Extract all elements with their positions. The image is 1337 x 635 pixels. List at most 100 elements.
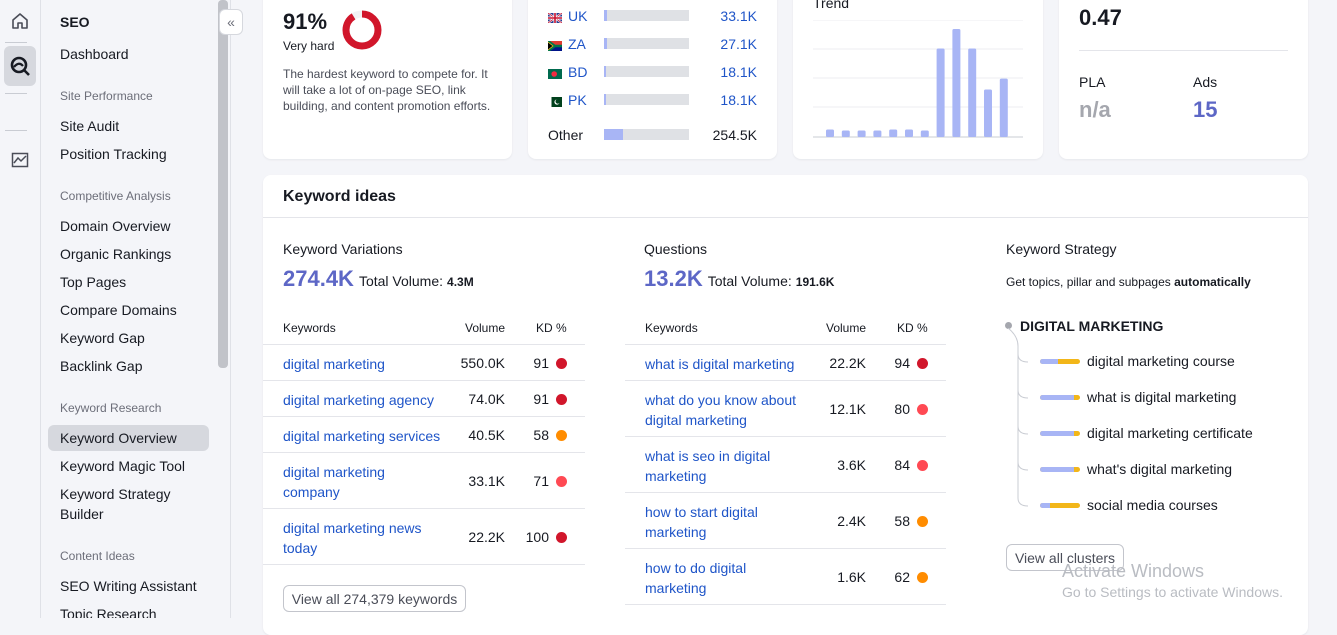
- country-flag-icon: [548, 94, 562, 110]
- seo-icon[interactable]: [4, 46, 36, 86]
- strategy-root[interactable]: DIGITAL MARKETING: [1020, 318, 1164, 334]
- tree-root-dot: [1005, 322, 1012, 329]
- view-all-clusters-button[interactable]: View all clusters: [1006, 544, 1124, 571]
- cluster-label: digital marketing certificate: [1087, 425, 1253, 441]
- table-row: digital marketing news today 22.2K 100: [263, 508, 585, 564]
- trend-card: Trend: [793, 0, 1043, 159]
- rail-divider: [5, 42, 27, 43]
- kd-cell: 91: [533, 391, 549, 407]
- trend-bar[interactable]: [968, 48, 977, 137]
- kd-value: 91%: [283, 9, 328, 34]
- table-row: how to start digital marketing 2.4K 58: [625, 492, 946, 548]
- kd-cell: 84: [894, 457, 910, 473]
- sidebar-item-seo-writing-assistant[interactable]: SEO Writing Assistant: [60, 578, 197, 594]
- sidebar-section-site-performance: Site Performance: [60, 89, 153, 103]
- trend-bar[interactable]: [952, 29, 961, 137]
- country-value[interactable]: 18.1K: [720, 92, 757, 108]
- keyword-link[interactable]: what do you know about digital marketing: [645, 390, 815, 430]
- variations-count[interactable]: 274.4K: [283, 266, 354, 291]
- country-value[interactable]: 33.1K: [720, 8, 757, 24]
- kd-indicator-dot: [556, 393, 567, 405]
- sidebar-item-domain-overview[interactable]: Domain Overview: [60, 218, 171, 234]
- sidebar-item-compare-domains[interactable]: Compare Domains: [60, 302, 177, 318]
- sidebar: SEO Dashboard Site Performance Site Audi…: [41, 0, 231, 618]
- keyword-line: what do you know about: [645, 392, 796, 408]
- country-code[interactable]: PK: [568, 92, 587, 108]
- cpc-card: 0.47 PLA n/a Ads 15: [1059, 0, 1308, 159]
- keyword-line: digital marketing services: [283, 428, 441, 444]
- country-other-label: Other: [548, 127, 584, 143]
- analytics-icon[interactable]: [4, 145, 36, 175]
- trend-bar[interactable]: [999, 78, 1008, 137]
- ads-value: 15: [1193, 97, 1218, 122]
- keyword-link[interactable]: digital marketing news today: [283, 518, 453, 558]
- sidebar-item-keyword-magic-tool[interactable]: Keyword Magic Tool: [60, 458, 186, 474]
- sidebar-item-keyword-strategy-builder[interactable]: Keyword Strategy Builder: [48, 481, 209, 527]
- trend-bar[interactable]: [920, 130, 929, 137]
- cluster-bar: [1040, 467, 1080, 472]
- trend-bar[interactable]: [889, 129, 898, 137]
- strategy-subtitle: Get topics, pillar and subpages automati…: [1006, 275, 1251, 289]
- sidebar-item-keyword-gap[interactable]: Keyword Gap: [60, 330, 145, 346]
- collapse-sidebar-button[interactable]: «: [219, 9, 243, 35]
- country-code[interactable]: BD: [568, 64, 588, 80]
- trend-bar[interactable]: [873, 130, 882, 137]
- sidebar-item-dashboard[interactable]: Dashboard: [60, 46, 129, 62]
- keyword-link[interactable]: what is seo in digital marketing: [645, 446, 815, 486]
- keyword-line: digital marketing: [283, 356, 385, 372]
- country-code[interactable]: UK: [568, 8, 588, 24]
- trend-bar[interactable]: [841, 130, 850, 137]
- variations-total-label: Total Volume:: [358, 273, 444, 289]
- questions-header-keywords: Keywords: [645, 321, 698, 335]
- trend-bar[interactable]: [936, 48, 945, 137]
- keyword-line: what is seo in digital: [645, 448, 771, 464]
- keyword-link[interactable]: digital marketing company: [283, 462, 453, 502]
- variations-header-kd: KD %: [536, 321, 567, 335]
- table-bottom-border: [625, 604, 946, 605]
- kd-indicator-dot: [917, 459, 928, 471]
- sidebar-scrollbar[interactable]: [218, 0, 228, 368]
- kd-indicator-dot: [917, 515, 928, 527]
- keyword-link[interactable]: how to start digital marketing: [645, 502, 815, 542]
- keyword-link[interactable]: digital marketing services: [283, 426, 453, 446]
- sidebar-item-backlink-gap[interactable]: Backlink Gap: [60, 358, 143, 374]
- sidebar-item-topic-research[interactable]: Topic Research: [60, 606, 157, 618]
- country-value[interactable]: 18.1K: [720, 64, 757, 80]
- trend-bar[interactable]: [984, 89, 992, 137]
- sidebar-title: SEO: [60, 14, 90, 30]
- kd-donut-chart: [342, 10, 382, 50]
- home-icon[interactable]: [4, 6, 36, 36]
- divider: [1079, 50, 1288, 51]
- kd-cell: 94: [894, 355, 910, 371]
- volume-cell: 2.4K: [837, 513, 866, 529]
- cluster-bar: [1040, 431, 1080, 436]
- keyword-link[interactable]: what is digital marketing: [645, 354, 815, 374]
- sidebar-item-top-pages[interactable]: Top Pages: [60, 274, 127, 290]
- sidebar-item-site-audit[interactable]: Site Audit: [60, 118, 120, 134]
- keyword-ideas-card: Keyword ideas Keyword Variations 274.4K …: [263, 175, 1308, 635]
- sidebar-item-position-tracking[interactable]: Position Tracking: [60, 146, 167, 162]
- country-code[interactable]: ZA: [568, 36, 586, 52]
- trend-bar[interactable]: [905, 129, 913, 137]
- keyword-link[interactable]: how to do digital marketing: [645, 558, 815, 598]
- keyword-line: marketing: [645, 524, 707, 540]
- keyword-difficulty-card: 91% Very hard The hardest keyword to com…: [263, 0, 512, 159]
- sidebar-item-organic-rankings[interactable]: Organic Rankings: [60, 246, 172, 262]
- sidebar-item-keyword-overview[interactable]: Keyword Overview: [48, 425, 209, 451]
- trend-bar[interactable]: [857, 130, 866, 137]
- keyword-link[interactable]: digital marketing agency: [283, 390, 453, 410]
- questions-count[interactable]: 13.2K: [644, 266, 703, 291]
- trend-bar[interactable]: [826, 129, 834, 137]
- kd-cell: 91: [533, 355, 549, 371]
- cluster-label: what is digital marketing: [1087, 389, 1237, 405]
- view-all-keywords-button[interactable]: View all 274,379 keywords: [283, 585, 466, 612]
- keyword-link[interactable]: digital marketing: [283, 354, 453, 374]
- keyword-line: company: [283, 484, 340, 500]
- icon-rail: [0, 0, 41, 618]
- country-value[interactable]: 27.1K: [720, 36, 757, 52]
- volume-cell: 550.0K: [460, 355, 505, 371]
- table-row: what is digital marketing 22.2K 94: [625, 344, 946, 380]
- country-bar: [604, 10, 689, 21]
- sidebar-item-label: Builder: [60, 506, 104, 522]
- questions-total-value: 191.6K: [795, 275, 835, 289]
